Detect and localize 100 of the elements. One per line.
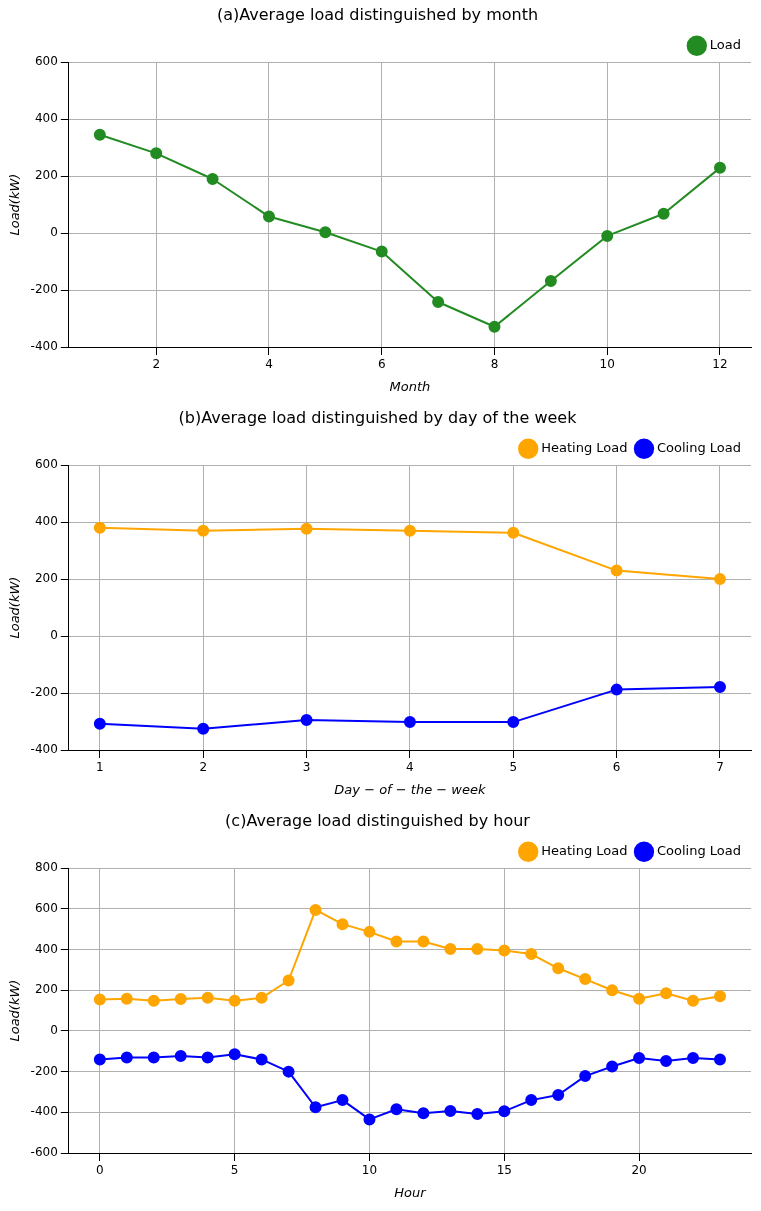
x-tick-label: 2	[152, 357, 161, 372]
y-tick-label: -600	[30, 1145, 58, 1160]
y-tick-label: 600	[34, 54, 58, 69]
point	[390, 935, 403, 948]
x-axis-title: Day − of − the − week	[334, 781, 486, 797]
y-tick-label: 800	[34, 860, 58, 875]
y-tick-label: 600	[34, 901, 58, 916]
point	[197, 524, 210, 537]
y-tick-label: -400	[30, 1104, 58, 1119]
point	[336, 918, 349, 931]
point	[174, 1049, 187, 1062]
point	[713, 990, 726, 1003]
point	[375, 245, 388, 258]
point	[363, 1113, 376, 1126]
y-tick-label: -400	[30, 742, 58, 757]
point	[633, 1052, 646, 1064]
point	[120, 992, 133, 1005]
y-tick-label: 200	[34, 571, 58, 586]
point	[228, 994, 241, 1007]
point	[471, 1107, 484, 1120]
point	[610, 683, 623, 696]
point	[363, 925, 376, 938]
point	[544, 274, 557, 287]
point	[471, 942, 484, 955]
point	[282, 974, 295, 987]
x-tick-label: 2	[199, 760, 208, 775]
point	[633, 992, 646, 1005]
y-tick-label: -200	[30, 685, 58, 700]
y-tick-label: -400	[30, 339, 58, 354]
point	[525, 1094, 538, 1107]
point	[206, 172, 219, 185]
point	[201, 991, 214, 1004]
y-tick-label: 200	[34, 168, 58, 183]
point	[444, 1104, 457, 1117]
point	[300, 714, 313, 727]
point	[713, 161, 726, 174]
y-tick-label: 600	[34, 457, 58, 472]
point	[93, 717, 106, 730]
point	[336, 1094, 349, 1107]
point	[498, 1105, 511, 1118]
point	[390, 1103, 403, 1116]
y-tick-label: 400	[34, 514, 58, 529]
point	[660, 987, 673, 1000]
x-tick-label: 5	[230, 1163, 239, 1178]
y-tick-label: -200	[30, 282, 58, 297]
point	[687, 994, 700, 1007]
point	[309, 903, 322, 916]
point	[93, 993, 106, 1006]
x-tick-label: 12	[712, 357, 728, 372]
x-axis-title: Hour	[394, 1184, 428, 1200]
point	[498, 944, 511, 957]
point	[488, 320, 501, 333]
y-axis-title: Load(kW)	[7, 576, 23, 639]
x-tick-label: 6	[612, 760, 621, 775]
point	[93, 521, 106, 534]
point	[525, 948, 538, 961]
point	[147, 1051, 160, 1064]
point	[403, 524, 416, 537]
point	[432, 296, 445, 308]
x-tick-label: 4	[265, 357, 273, 372]
y-tick-label: 400	[34, 941, 58, 956]
point	[174, 993, 187, 1006]
x-tick-label: 3	[302, 760, 311, 775]
point	[713, 1053, 726, 1066]
x-tick-label: 8	[490, 357, 499, 372]
point	[687, 1052, 700, 1064]
x-tick-label: 6	[377, 357, 386, 372]
y-axis-title: Load(kW)	[7, 173, 23, 236]
chart-title: (a)Average load distinguished by month	[216, 4, 539, 24]
point	[579, 1070, 592, 1083]
point	[262, 210, 275, 223]
chart-title: (b)Average load distinguished by day of the week	[178, 407, 578, 427]
x-tick-label: 15	[496, 1163, 512, 1178]
point	[93, 128, 106, 141]
point	[309, 1101, 322, 1114]
point	[150, 147, 163, 160]
y-tick-label: -200	[30, 1063, 58, 1078]
y-axis-title: Load(kW)	[7, 979, 23, 1042]
x-tick-label: 7	[716, 760, 724, 775]
x-tick-label: 20	[631, 1163, 647, 1178]
x-tick-label: 10	[599, 357, 615, 372]
point	[120, 1051, 133, 1064]
y-tick-label: 400	[34, 111, 58, 126]
point	[147, 994, 160, 1007]
point	[93, 1053, 106, 1066]
legend-label: Load	[709, 37, 741, 53]
point	[660, 1055, 673, 1068]
point	[255, 1053, 268, 1066]
x-tick-label: 10	[361, 1163, 378, 1178]
y-tick-label: 0	[50, 1023, 58, 1038]
point	[552, 962, 565, 975]
legend-label: Cooling Load	[656, 843, 742, 859]
legend-label: Heating Load	[541, 440, 628, 456]
point	[255, 991, 268, 1004]
point	[579, 973, 592, 986]
point	[552, 1089, 565, 1102]
point	[657, 207, 670, 220]
point	[606, 984, 619, 997]
x-tick-label: 5	[509, 760, 518, 775]
y-tick-label: 0	[50, 225, 58, 240]
